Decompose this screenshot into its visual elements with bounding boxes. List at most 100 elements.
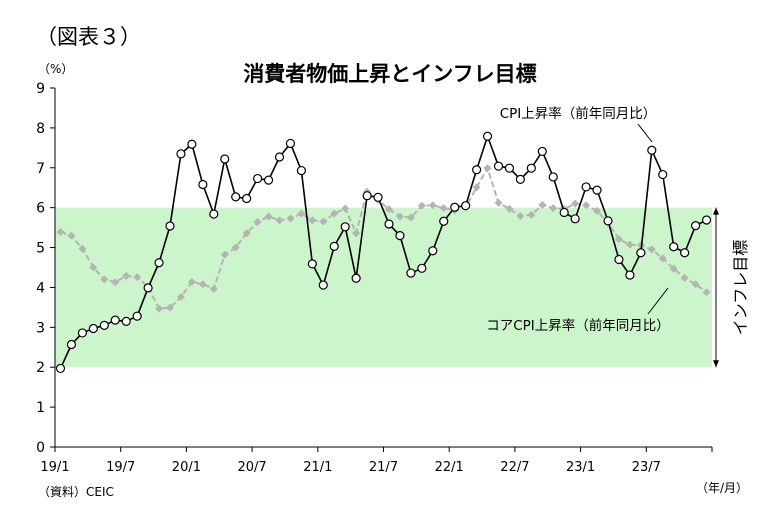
inflation-target-band (55, 207, 712, 368)
chart-title: 消費者物価上昇とインフレ目標 (243, 62, 536, 86)
x-tick-label: 20/7 (237, 460, 266, 475)
cpi-point (88, 323, 98, 334)
core-cpi-point (198, 280, 207, 289)
x-tick-label: 22/7 (500, 460, 529, 475)
x-unit-label: （年/月） (696, 481, 748, 495)
cpi-point (526, 163, 536, 173)
core-cpi-point (78, 244, 87, 253)
core-cpi-point (538, 200, 547, 209)
cpi-point (559, 207, 569, 218)
cpi-point (581, 182, 591, 192)
cpi-point (406, 268, 416, 278)
core-cpi-point (680, 273, 689, 282)
y-tick-label: 1 (36, 400, 45, 416)
x-tick-label: 19/7 (106, 460, 135, 475)
core-cpi-point (220, 250, 229, 259)
bracket-arrow-bottom (713, 360, 719, 368)
cpi-point (55, 363, 66, 374)
cpi-point (439, 216, 449, 226)
core-cpi-point (428, 201, 437, 210)
cpi-point (66, 339, 77, 350)
cpi-point (570, 214, 580, 224)
cpi-point (647, 145, 657, 155)
core-cpi-point (231, 243, 240, 252)
core-cpi-point (352, 229, 361, 238)
cpi-point (274, 152, 285, 162)
cpi-point (680, 248, 690, 258)
y-tick-label: 7 (36, 161, 45, 177)
core-cpi-point (56, 227, 65, 236)
core-cpi-point (494, 198, 503, 207)
cpi-point (701, 215, 712, 225)
cpi-point (625, 270, 635, 280)
core-cpi-point (691, 280, 700, 289)
core-cpi-point (111, 278, 120, 287)
cpi-point (77, 328, 88, 338)
cpi-point (165, 221, 175, 231)
core-cpi-point (647, 245, 656, 254)
cpi-point (296, 165, 306, 176)
y-tick-label: 2 (36, 360, 45, 376)
core-cpi-point (472, 183, 481, 192)
cpi-point (329, 241, 339, 251)
y-tick-label: 3 (36, 320, 45, 336)
core-cpi-point (67, 231, 76, 240)
figure-label: （図表３） (36, 25, 141, 49)
x-tick-label: 21/1 (303, 460, 332, 475)
core-cpi-point (176, 293, 185, 302)
core-cpi-point (385, 205, 393, 214)
core-cpi-point (483, 164, 492, 173)
y-tick-label: 9 (36, 81, 45, 97)
cpi-point (636, 248, 646, 258)
cpi-point (340, 222, 350, 232)
cpi-point (318, 280, 328, 290)
series-layer (55, 131, 712, 374)
cpi-point (285, 138, 296, 149)
cpi-point (176, 149, 186, 159)
cpi-point (450, 202, 460, 212)
target-band-label: インフレ目標 (731, 240, 750, 336)
axes: 0 1 2 3 4 5 6 7 8 9 19/1 19/7 20/1 20/7 21/1 21/7 22/1 22… (36, 81, 713, 475)
core-cpi-point (264, 212, 273, 221)
cpi-point (395, 230, 405, 241)
core-cpi-point (286, 214, 295, 223)
x-tick-label: 22/1 (435, 460, 464, 475)
x-tick-label: 23/1 (566, 460, 595, 475)
core-cpi-point (89, 263, 98, 272)
core-cpi-point (593, 206, 602, 215)
core-cpi-point (406, 213, 415, 222)
cpi-point (263, 175, 274, 185)
core-cpi-point (614, 235, 623, 244)
cpi-point (537, 146, 547, 157)
core-cpi-point (209, 285, 218, 294)
core-cpi-point (625, 240, 634, 249)
core-cpi-point (582, 201, 591, 210)
core-cpi-point (133, 273, 142, 282)
core-cpi-point (516, 212, 525, 221)
cpi-point (187, 139, 197, 149)
cpi-point (231, 192, 241, 202)
x-tick-label: 21/7 (369, 460, 398, 475)
core-cpi-series-label: コアCPI上昇率（前年同月比） (486, 317, 670, 334)
core-cpi-point (242, 229, 251, 238)
core-cpi-point (100, 275, 109, 284)
y-tick-label: 4 (36, 280, 45, 296)
cpi-line (59, 133, 707, 369)
cpi-series-label: CPI上昇率（前年同月比） (500, 105, 657, 122)
core-cpi-point (395, 212, 404, 221)
cpi-point (121, 316, 131, 326)
cpi-point (253, 173, 263, 184)
cpi-point (362, 191, 372, 201)
cpi-point (220, 154, 230, 164)
cpi-point (373, 192, 383, 202)
cpi-point (658, 169, 668, 180)
core-cpi-point (166, 303, 174, 312)
core-cpi-point (439, 204, 448, 213)
cpi-point (472, 165, 482, 175)
y-tick-label: 6 (36, 201, 45, 217)
core-cpi-point (155, 304, 164, 313)
cpi-point (110, 315, 120, 325)
cpi-series (55, 131, 712, 374)
core-cpi-point (636, 241, 645, 250)
